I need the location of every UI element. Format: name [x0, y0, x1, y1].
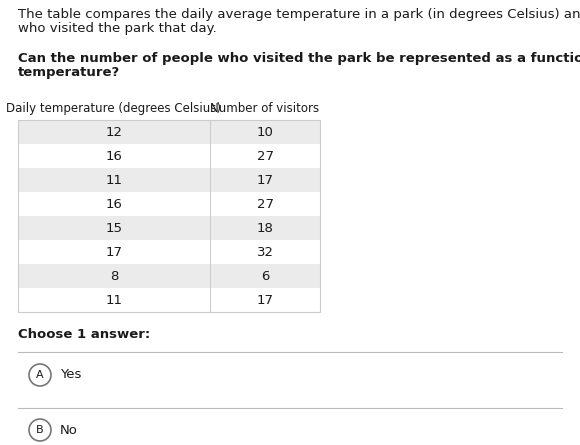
Text: temperature?: temperature?: [18, 66, 120, 79]
Text: 18: 18: [256, 222, 273, 235]
Bar: [18, 120, 320, 312]
Text: 17: 17: [256, 294, 274, 307]
Text: A: A: [36, 370, 44, 380]
Text: 6: 6: [261, 270, 269, 283]
Text: 10: 10: [256, 125, 273, 138]
Text: 17: 17: [256, 174, 274, 186]
Bar: [18, 288, 320, 312]
Text: 11: 11: [106, 174, 122, 186]
Text: The table compares the daily average temperature in a park (in degrees Celsius) : The table compares the daily average tem…: [18, 8, 580, 21]
Text: Number of visitors: Number of visitors: [211, 102, 320, 115]
Text: 27: 27: [256, 198, 274, 210]
Text: Can the number of people who visited the park be represented as a function of th: Can the number of people who visited the…: [18, 52, 580, 65]
Bar: [18, 144, 320, 168]
Bar: [18, 168, 320, 192]
Bar: [18, 216, 320, 240]
Bar: [18, 192, 320, 216]
Text: 12: 12: [106, 125, 122, 138]
Text: 27: 27: [256, 150, 274, 162]
Text: Yes: Yes: [60, 368, 81, 381]
Text: 32: 32: [256, 246, 274, 259]
Text: 16: 16: [106, 150, 122, 162]
Bar: [18, 120, 320, 144]
Text: Choose 1 answer:: Choose 1 answer:: [18, 328, 150, 341]
Text: 11: 11: [106, 294, 122, 307]
Text: 8: 8: [110, 270, 118, 283]
Bar: [18, 240, 320, 264]
Text: B: B: [36, 425, 44, 435]
Text: 17: 17: [106, 246, 122, 259]
Text: who visited the park that day.: who visited the park that day.: [18, 22, 217, 35]
Text: Daily temperature (degrees Celsius): Daily temperature (degrees Celsius): [6, 102, 222, 115]
Text: No: No: [60, 424, 78, 437]
Bar: [18, 264, 320, 288]
Text: 15: 15: [106, 222, 122, 235]
Text: 16: 16: [106, 198, 122, 210]
